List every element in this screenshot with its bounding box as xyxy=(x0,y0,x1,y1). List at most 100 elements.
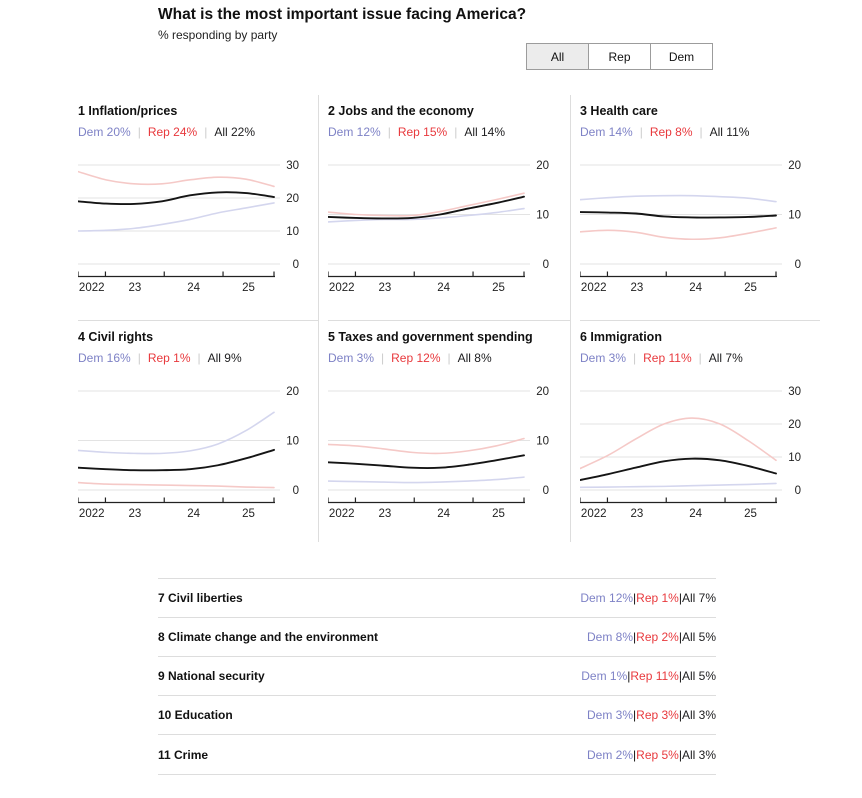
issue-label: 11 Crime xyxy=(158,747,209,762)
row-divider xyxy=(78,320,318,321)
toggle-button-all[interactable]: All xyxy=(526,43,589,70)
rep-line xyxy=(580,417,777,470)
x-tick-label: 2022 xyxy=(329,508,355,520)
all-value: All 7% xyxy=(708,351,743,365)
dem-value: Dem 14% xyxy=(580,125,633,139)
x-tick-label: 23 xyxy=(630,282,643,294)
x-tick-label: 23 xyxy=(630,508,643,520)
x-tick-label: 25 xyxy=(492,508,505,520)
x-tick-label: 2022 xyxy=(329,282,355,294)
dem-line xyxy=(78,202,275,232)
x-tick-label: 23 xyxy=(128,282,141,294)
chart-title: 5 Taxes and government spending xyxy=(328,330,533,344)
rep-value: Rep 3% xyxy=(636,708,679,722)
dem-line xyxy=(580,194,777,203)
chart-title: 1 Inflation/prices xyxy=(78,104,178,118)
issue-chart-cell: 5 Taxes and government spending Dem 3% | Re… xyxy=(318,320,570,545)
dem-value: Dem 1% xyxy=(581,669,628,683)
y-tick-label: 10 xyxy=(286,436,299,448)
chart-title: 2 Jobs and the economy xyxy=(328,104,474,118)
x-tick-label: 2022 xyxy=(581,282,607,294)
issue-values: Dem 2%|Rep 5%|All 3% xyxy=(587,748,716,762)
value-divider: | xyxy=(639,125,643,139)
y-tick-label: 0 xyxy=(795,259,801,271)
toggle-button-dem[interactable]: Dem xyxy=(650,43,713,70)
x-tick-label: 25 xyxy=(492,282,505,294)
line-chart: 0 10 20 2022 23 24 25 xyxy=(580,160,801,294)
value-divider: | xyxy=(678,708,682,722)
rep-value: Rep 2% xyxy=(636,630,679,644)
chart-title: 3 Health care xyxy=(580,104,658,118)
table-row: 7 Civil liberties Dem 12%|Rep 1%|All 7% xyxy=(158,578,716,617)
rep-value: Rep 11% xyxy=(643,351,692,365)
value-divider: | xyxy=(678,747,682,762)
chart-legend: Dem 14% | Rep 8% | All 11% xyxy=(580,125,820,139)
issue-chart-cell: 6 Immigration Dem 3% | Rep 11% | All 7% 0 10 20 3… xyxy=(570,320,820,545)
x-tick-label: 2022 xyxy=(581,508,607,520)
table-row: 10 Education Dem 3%|Rep 3%|All 3% xyxy=(158,695,716,734)
row-divider xyxy=(580,320,820,321)
line-chart: 0 10 20 2022 23 24 25 xyxy=(328,386,549,520)
row-divider xyxy=(328,320,570,321)
value-divider: | xyxy=(633,708,637,722)
y-tick-label: 10 xyxy=(286,226,299,238)
all-line xyxy=(580,211,777,219)
dem-value: Dem 3% xyxy=(580,351,627,365)
chart-legend: Dem 20% | Rep 24% | All 22% xyxy=(78,125,318,139)
x-tick-label: 23 xyxy=(378,282,391,294)
issue-values: Dem 8%|Rep 2%|All 5% xyxy=(587,630,716,644)
y-tick-label: 30 xyxy=(286,160,299,172)
value-divider: | xyxy=(633,630,637,644)
issue-chart-cell: 2 Jobs and the economy Dem 12% | Rep 15% | Al… xyxy=(318,95,570,320)
value-divider: | xyxy=(678,630,682,644)
value-divider: | xyxy=(387,125,391,139)
rep-value: Rep 8% xyxy=(649,125,693,139)
dem-line xyxy=(78,411,275,455)
x-tick-label: 24 xyxy=(689,508,702,520)
issue-chart-cell: 1 Inflation/prices Dem 20% | Rep 24% | All 22… xyxy=(68,95,318,320)
y-tick-label: 20 xyxy=(536,386,549,398)
column-divider xyxy=(570,95,571,542)
value-divider: | xyxy=(678,669,682,683)
chart-legend: Dem 3% | Rep 12% | All 8% xyxy=(328,351,570,365)
x-tick-label: 25 xyxy=(242,508,255,520)
chart-legend: Dem 16% | Rep 1% | All 9% xyxy=(78,351,318,365)
toggle-button-rep[interactable]: Rep xyxy=(588,43,651,70)
dem-value: Dem 16% xyxy=(78,351,131,365)
all-value: All 5% xyxy=(681,669,716,683)
x-tick-label: 24 xyxy=(187,282,200,294)
small-multiples-grid: 1 Inflation/prices Dem 20% | Rep 24% | All 22… xyxy=(68,95,820,545)
line-chart: 0 10 20 2022 23 24 25 xyxy=(328,160,549,294)
value-divider: | xyxy=(197,351,201,365)
issue-values: Dem 3%|Rep 3%|All 3% xyxy=(587,708,716,722)
all-value: All 7% xyxy=(681,591,716,605)
column-divider xyxy=(318,95,319,542)
value-divider: | xyxy=(698,351,702,365)
issue-chart-cell: 4 Civil rights Dem 16% | Rep 1% | All 9% 0 10 20… xyxy=(68,320,318,545)
all-line xyxy=(78,191,275,206)
issue-values: Dem 1%|Rep 11%|All 5% xyxy=(581,669,716,683)
x-tick-label: 25 xyxy=(744,508,757,520)
dem-value: Dem 3% xyxy=(587,708,634,722)
dem-value: Dem 3% xyxy=(328,351,375,365)
value-divider: | xyxy=(627,669,631,683)
dem-value: Dem 12% xyxy=(580,591,634,605)
rep-value: Rep 24% xyxy=(147,125,198,139)
issues-rank-table: 7 Civil liberties Dem 12%|Rep 1%|All 7% 8 … xyxy=(158,578,716,775)
y-tick-label: 30 xyxy=(788,386,801,398)
value-divider: | xyxy=(137,351,141,365)
issue-label: 7 Civil liberties xyxy=(158,591,243,605)
line-chart: 0 10 20 2022 23 24 25 xyxy=(78,386,299,520)
value-divider: | xyxy=(204,125,208,139)
table-row: 8 Climate change and the environment Dem … xyxy=(158,617,716,656)
y-tick-label: 10 xyxy=(788,210,801,222)
y-tick-label: 20 xyxy=(536,160,549,172)
y-tick-label: 20 xyxy=(286,386,299,398)
x-tick-label: 23 xyxy=(128,508,141,520)
all-value: All 14% xyxy=(464,125,505,139)
rep-line xyxy=(78,170,275,188)
rep-value: Rep 1% xyxy=(147,351,191,365)
issue-label: 8 Climate change and the environment xyxy=(158,630,379,644)
value-divider: | xyxy=(633,747,637,762)
